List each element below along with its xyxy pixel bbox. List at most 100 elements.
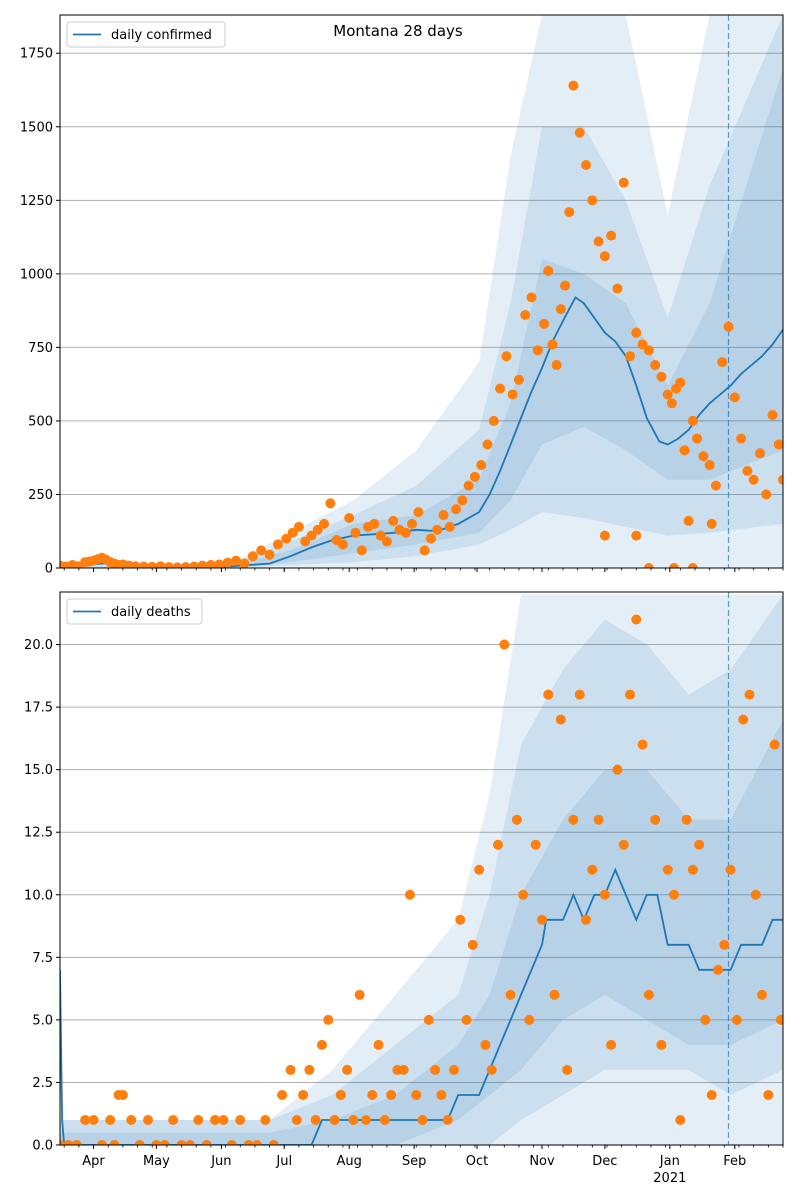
data-point [694, 839, 705, 850]
y-tick-label: 0 [45, 562, 53, 577]
data-point [109, 1140, 120, 1145]
legend: daily deaths [66, 598, 203, 625]
data-point [742, 465, 753, 476]
x-tick-label: Feb [723, 1154, 746, 1169]
data-point [532, 345, 543, 356]
x-tick-label: Jul [275, 1154, 292, 1169]
data-point [105, 1114, 116, 1125]
data-point [687, 563, 698, 568]
data-point [656, 1039, 667, 1050]
plot-area [60, 592, 783, 1145]
data-point [193, 1114, 204, 1125]
data-point [669, 563, 680, 568]
data-point [231, 555, 242, 566]
data-point [151, 1140, 162, 1145]
data-point [581, 914, 592, 925]
plot-area [60, 15, 783, 568]
data-point [700, 1014, 711, 1025]
data-point [669, 889, 680, 900]
data-point [625, 689, 636, 700]
data-point [369, 518, 380, 529]
data-point [543, 689, 554, 700]
data-point [214, 559, 225, 568]
data-point [692, 433, 703, 444]
data-point [147, 561, 158, 568]
data-point [681, 814, 692, 825]
data-point [593, 236, 604, 247]
data-point [71, 1140, 82, 1145]
data-point [310, 1114, 321, 1125]
data-point [587, 195, 598, 206]
data-point [524, 1014, 535, 1025]
data-point [300, 536, 311, 547]
data-point [537, 914, 547, 925]
y-tick-label: 1750 [20, 47, 53, 62]
data-point [172, 562, 183, 568]
uncertainty-band [60, 15, 783, 568]
data-point [312, 524, 323, 535]
data-point [417, 1114, 428, 1125]
y-tick-label: 250 [28, 488, 53, 503]
data-point [543, 265, 554, 276]
x-tick-label: Aug [337, 1154, 362, 1169]
data-point [698, 451, 709, 462]
data-point [549, 989, 560, 1000]
data-point [360, 1114, 371, 1125]
x-tick-label: Sep [402, 1154, 427, 1169]
data-point [581, 160, 592, 171]
data-point [599, 889, 610, 900]
data-point [775, 1014, 783, 1025]
data-point [184, 1140, 195, 1145]
data-point [757, 989, 768, 1000]
data-point [344, 512, 355, 523]
data-point [388, 515, 399, 526]
data-point [375, 530, 386, 541]
data-point [637, 739, 648, 750]
data-point [285, 1064, 296, 1075]
data-point [482, 439, 493, 450]
data-point [643, 989, 654, 1000]
data-point [438, 510, 449, 521]
data-point [342, 1064, 353, 1075]
data-point [593, 814, 604, 825]
data-point [222, 557, 233, 568]
y-tick-label: 2.5 [32, 1076, 53, 1091]
x-tick-label: Dec [592, 1154, 617, 1169]
data-point [356, 545, 367, 556]
data-point [778, 474, 783, 485]
data-point [731, 1014, 742, 1025]
data-point [606, 1039, 617, 1050]
data-point [189, 561, 200, 568]
data-point [323, 1014, 334, 1025]
data-point [769, 739, 780, 750]
data-point [205, 560, 216, 568]
data-point [226, 1140, 237, 1145]
y-tick-label: 15.0 [24, 763, 53, 778]
data-point [773, 439, 783, 450]
data-point [513, 374, 524, 385]
data-point [461, 1014, 472, 1025]
data-point [643, 563, 654, 568]
data-point [501, 351, 512, 362]
data-point [134, 1140, 145, 1145]
data-point [201, 1140, 212, 1145]
data-point [96, 1140, 107, 1145]
data-point [706, 1089, 717, 1100]
data-point [555, 304, 566, 315]
data-point [587, 864, 598, 875]
data-point [662, 389, 673, 400]
data-point [495, 383, 506, 394]
legend-box [66, 21, 226, 48]
data-point [281, 533, 292, 544]
uncertainty-band [60, 594, 783, 1145]
data-point [568, 80, 579, 91]
data-point [451, 504, 462, 515]
data-point [574, 127, 585, 138]
data-point [488, 415, 499, 426]
data-point [631, 614, 642, 625]
data-point [243, 1140, 254, 1145]
data-point [306, 530, 317, 541]
data-point [618, 177, 629, 188]
x-tick-label: Oct [466, 1154, 488, 1169]
data-point [319, 518, 330, 529]
